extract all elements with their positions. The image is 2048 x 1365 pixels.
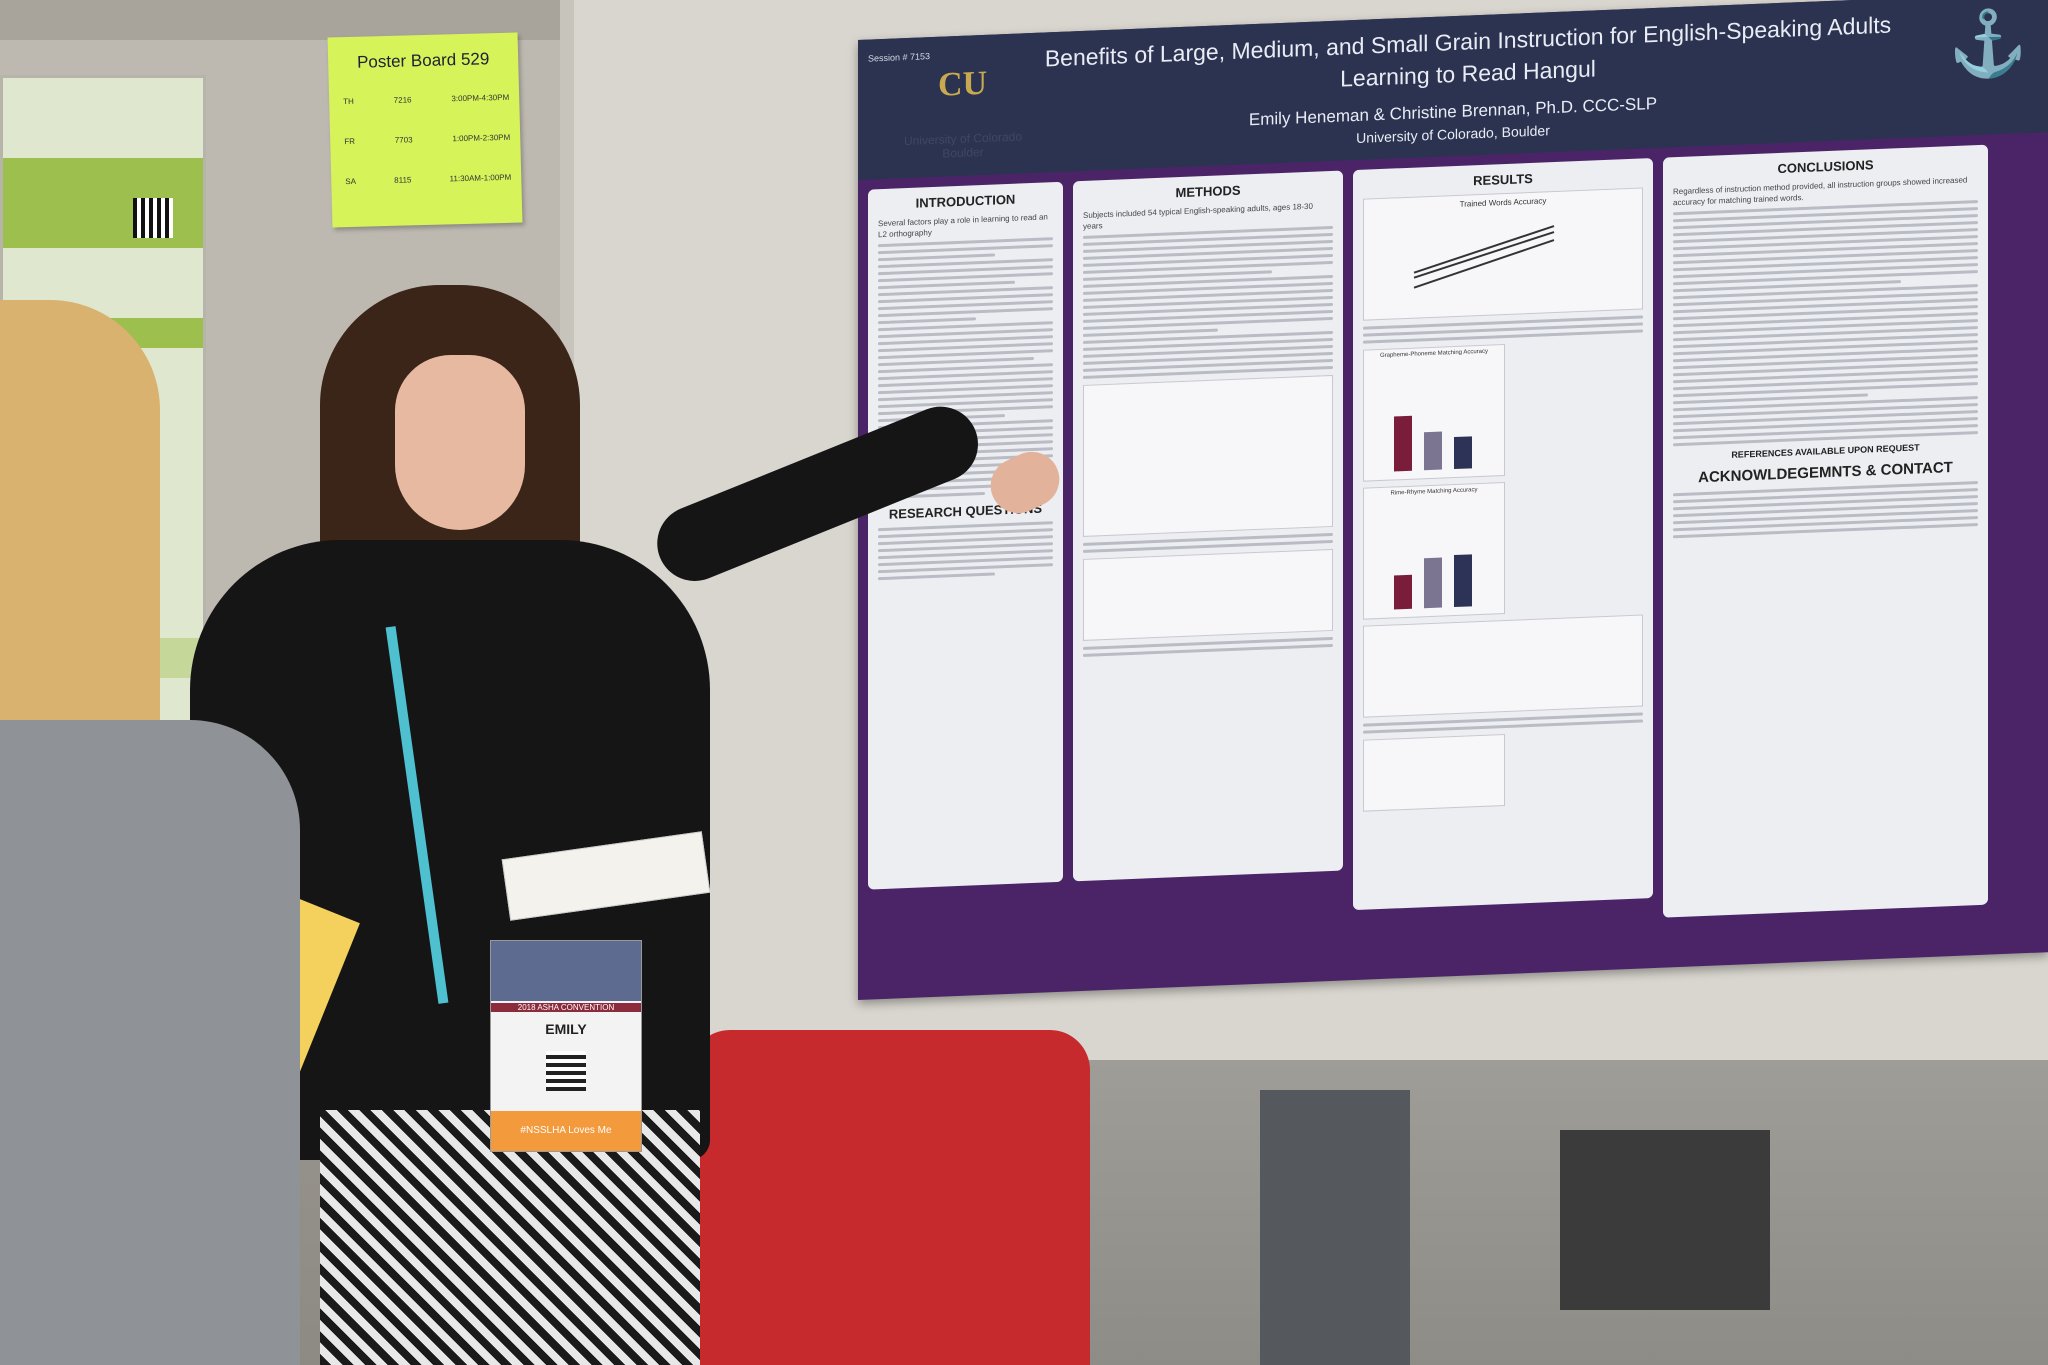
red-coat [690,1030,1090,1365]
methods-flow-diagram [1083,374,1333,537]
board-note-row: TH 7216 3:00PM-4:30PM [343,92,510,107]
methods-column: METHODS Subjects included 54 typical Eng… [1073,170,1343,882]
person-legs [1560,1130,1770,1310]
introduction-text: Several factors play a role in learning … [878,212,1048,240]
name-badge: 2018 ASHA CONVENTION EMILY #NSSLHA Loves… [490,940,642,1152]
person-legs [1260,1090,1410,1365]
session-number: Session # 7153 [868,51,931,64]
bar-medium [1424,557,1442,609]
university-name: University of Colorado Boulder [903,129,1023,161]
conclusions-column: CONCLUSIONS Regardless of instruction me… [1663,144,1988,918]
results-column: RESULTS Trained Words Accuracy Grapheme-… [1353,158,1653,911]
large-grain-scatter [1363,734,1505,812]
badge-event: 2018 ASHA CONVENTION [491,1003,641,1012]
trained-words-lines [1413,225,1555,289]
board-note-title: Poster Board 529 [356,49,490,72]
poster-board-number-note: Poster Board 529 TH 7216 3:00PM-4:30PM F… [327,32,523,228]
qr-code-icon [133,198,173,238]
bar-large [1454,554,1472,608]
bar-large [1454,436,1472,470]
methods-test-diagram [1083,548,1333,641]
visitor-body [0,720,300,1365]
introduction-heading: INTRODUCTION [915,191,1016,211]
badge-name: EMILY [545,1021,587,1037]
scatter-plots [1363,614,1643,718]
badge-footer: #NSSLHA Loves Me [520,1125,612,1136]
bar-small [1394,574,1412,610]
cu-logo-icon: CU [938,64,988,104]
bar-medium [1424,431,1442,471]
trained-words-chart: Trained Words Accuracy [1363,187,1643,321]
visitor-hair [0,300,160,800]
badge-qr-icon [546,1051,586,1091]
presenter-skirt [320,1110,700,1365]
bar-small [1394,415,1412,472]
anchor-icon: ⚓ [1948,6,2028,82]
grapheme-phoneme-chart: Grapheme-Phoneme Matching Accuracy [1363,344,1505,482]
board-note-row: SA 8115 11:30AM-1:00PM [345,172,512,187]
rime-rhyme-chart: Rime-Rhyme Matching Accuracy [1363,482,1505,620]
research-poster: Session # 7153 CU University of Colorado… [858,0,2048,1001]
introduction-column: INTRODUCTION Several factors play a role… [868,181,1063,890]
board-note-row: FR 7703 1:00PM-2:30PM [344,132,511,147]
presenter-face [395,355,525,530]
